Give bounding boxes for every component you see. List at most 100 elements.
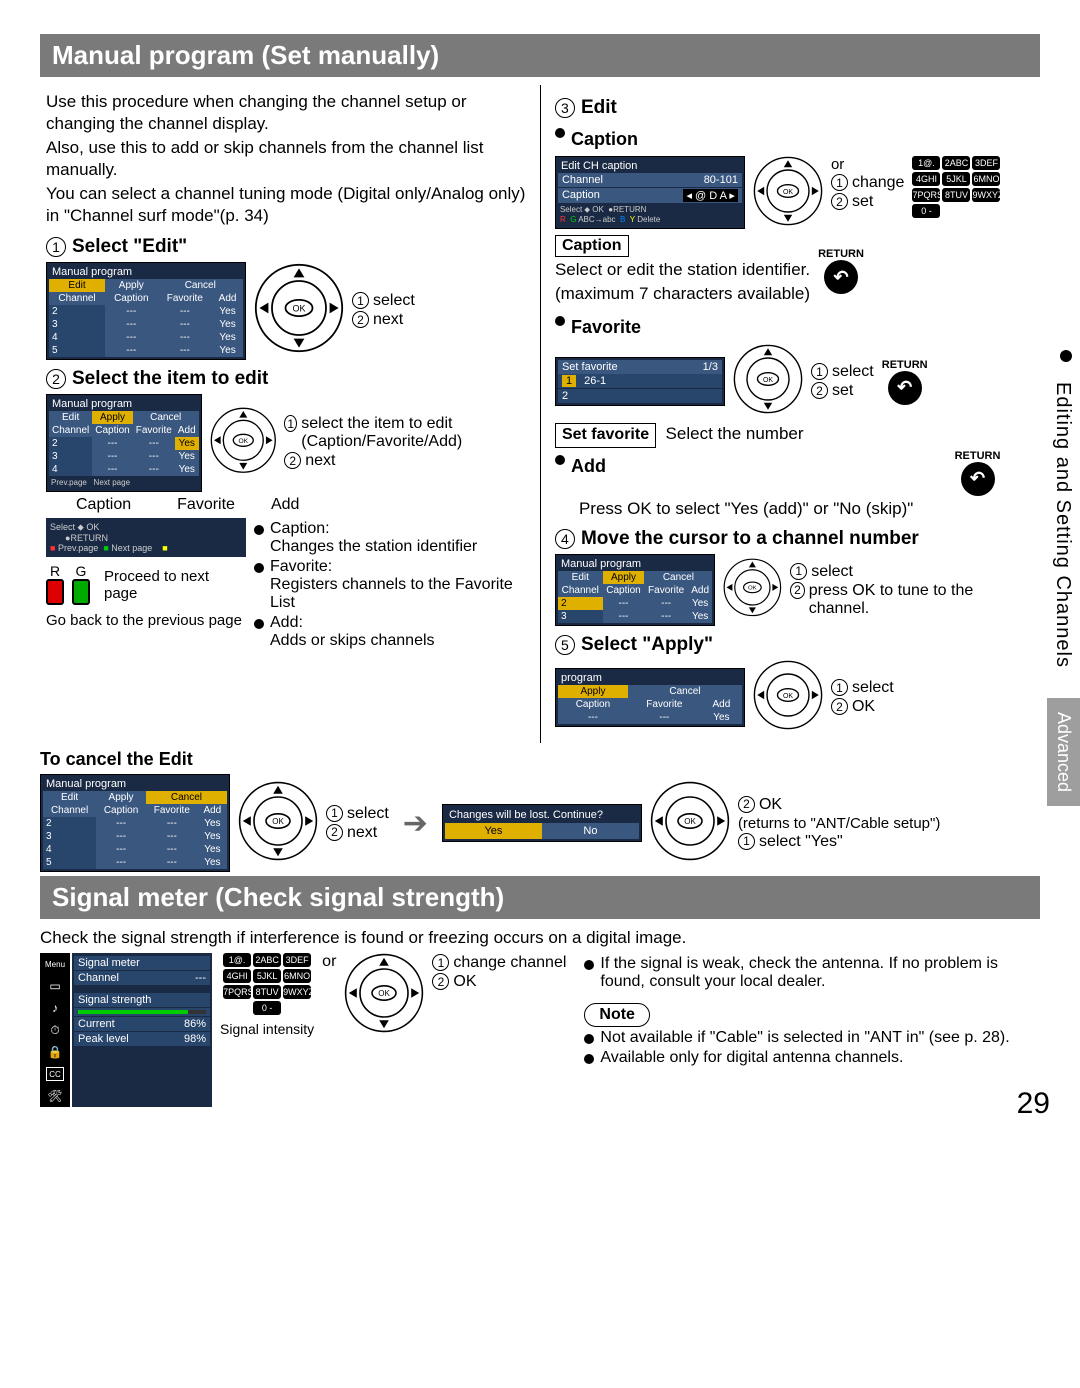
caption-subhead: Caption [571,129,638,150]
cell: Yes [198,830,227,843]
col-caption: Caption [105,292,157,305]
cell: Yes [688,610,713,623]
key[interactable]: 4GHI [223,969,251,983]
table-cell: 2 [49,437,92,450]
add-subhead: Add [571,456,606,477]
key-1[interactable]: 1@. [912,156,940,170]
table-cell: 4 [49,463,92,476]
setfav-row1-num[interactable]: 1 [562,375,576,387]
setup-icon[interactable]: 🛠 [46,1089,64,1103]
key-7[interactable]: 7PQRS [912,188,940,202]
table-cell: 5 [49,344,105,357]
dpad-icon[interactable]: OK [344,953,424,1038]
sig-intro: Check the signal strength if interferenc… [40,927,1040,949]
col: Caption [96,804,146,817]
key[interactable]: 1@. [223,953,251,967]
key-6[interactable]: 6MNO [972,172,1000,186]
signal-meter-panel: Signal meter Channel--- Signal strength … [72,953,212,1107]
enum-2: 2 [284,452,301,469]
key[interactable]: 2ABC [253,953,281,967]
dpad-icon[interactable]: OK [210,407,277,479]
key-2[interactable]: 2ABC [942,156,970,170]
picture-icon[interactable]: ▭ [46,979,64,993]
setfav-title: Set favorite [562,361,618,373]
step-2-heading: 2 Select the item to edit [46,368,534,390]
return-button[interactable]: RETURN ↶ [818,248,864,294]
numeric-keypad[interactable]: 1@.2ABC3DEF 4GHI5JKL6MNO 7PQRS8TUV9WXYZ … [912,156,1000,218]
sig-channel-label: Channel [78,972,119,984]
key-5[interactable]: 5JKL [942,172,970,186]
key[interactable]: 7PQRS [223,985,251,999]
key-0[interactable]: 0 - [912,204,940,218]
add-desc: Press OK to select "Yes (add)" or "No (s… [579,498,1001,520]
key[interactable]: 9WXYZ [283,985,311,999]
timer-icon[interactable]: ⏱ [46,1023,64,1037]
green-button-icon[interactable] [72,579,90,605]
key-9[interactable]: 9WXYZ [972,188,1000,202]
action-select-item: select the item to edit (Caption/Favorit… [301,415,534,451]
return-button[interactable]: RETURN ↶ [955,450,1001,496]
dpad-icon[interactable]: OK [650,781,730,866]
audio-icon[interactable]: ♪ [46,1001,64,1015]
cc-icon[interactable]: CC [46,1067,64,1081]
key[interactable]: 0 - [253,1001,281,1015]
cell: 5 [43,856,96,869]
dpad-icon[interactable]: OK [238,781,318,866]
table-cell: --- [92,450,132,463]
table-cell: 3 [49,450,92,463]
return-icon: ↶ [961,462,995,496]
setfav-page: 1/3 [703,361,718,373]
svg-text:OK: OK [272,817,284,826]
confirm-yes[interactable]: Yes [445,823,542,839]
bullet-caption-desc: Changes the station identifier [270,538,477,555]
cell: Yes [198,856,227,869]
s4-select: select [811,563,853,581]
lock-icon[interactable]: 🔒 [46,1045,64,1059]
dpad-icon[interactable]: OK [733,344,803,419]
panel-tab-edit[interactable]: Edit [49,279,105,292]
numeric-keypad-2[interactable]: 1@.2ABC3DEF 4GHI5JKL6MNO 7PQRS8TUV9WXYZ … [223,953,311,1015]
cap-caption-val[interactable]: ◂ @ D A ▸ [683,189,738,202]
step-1-heading: 1 Select "Edit" [46,236,534,258]
col: Favorite [644,584,687,597]
table-cell: Yes [175,437,199,450]
key[interactable]: 3DEF [283,953,311,967]
panel-title: Manual program [49,397,199,411]
dpad-icon[interactable]: OK [753,660,823,735]
key-8[interactable]: 8TUV [942,188,970,202]
dpad-icon[interactable]: OK [723,558,782,622]
key-4[interactable]: 4GHI [912,172,940,186]
col: Channel [49,424,92,437]
step-1-label: Select "Edit" [72,236,187,258]
cancel-next: next [347,824,377,842]
set-favorite-box: Set favorite [555,423,656,448]
table-cell: --- [105,331,157,344]
dpad-icon[interactable]: OK [254,263,344,358]
panel-tab-cancel[interactable]: Cancel [158,279,243,292]
cell: --- [96,830,146,843]
key[interactable]: 6MNO [283,969,311,983]
confirm-no[interactable]: No [542,823,639,839]
cap-channel-label: Channel [562,174,603,186]
setfav-row2: 2 [558,389,722,403]
note-1: Not available if "Cable" is selected in … [600,1029,1009,1047]
dpad-icon[interactable]: OK [753,156,823,231]
table-cell: Yes [175,463,199,476]
key[interactable]: 5JKL [253,969,281,983]
return-button[interactable]: RETURN ↶ [882,359,928,405]
red-button-icon[interactable] [46,579,64,605]
cell: --- [96,843,146,856]
key-3[interactable]: 3DEF [972,156,1000,170]
step-2-number: 2 [46,369,66,389]
panel-tab-apply[interactable]: Apply [105,279,157,292]
enum-1: 1 [284,415,297,432]
table-cell: Yes [212,305,243,318]
side-tab-advanced: Advanced [1047,698,1080,806]
col: Favorite [628,698,701,711]
key[interactable]: 8TUV [253,985,281,999]
action-set: set [852,193,873,211]
arrow-right-icon: ➔ [403,806,428,841]
col: Caption [92,424,132,437]
col: Caption [558,698,628,711]
table-cell: --- [133,463,175,476]
